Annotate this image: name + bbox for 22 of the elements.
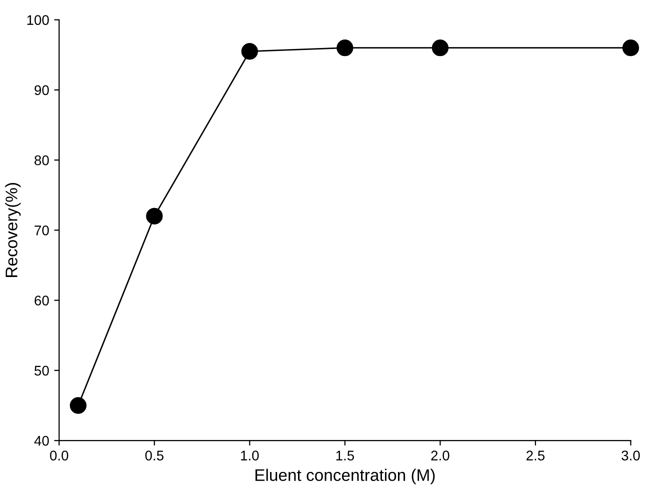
x-tick-label: 0.0 [50,450,68,460]
y-tick-label: 100 [27,15,49,25]
point [146,208,163,224]
x-tick-label: 1.5 [336,450,354,460]
x-tick-label: 0.5 [145,450,164,460]
y-tick-label: 60 [34,296,49,306]
point [622,40,640,56]
x-axis-title: Eluent concentration (M) [256,468,435,484]
y-tick-label: 70 [34,226,49,236]
y-axis-title: Recovery(%) [5,183,21,277]
x-tick-label: 3.0 [622,450,640,460]
point [241,43,258,60]
y-tick-label: 90 [34,85,49,96]
point [336,40,354,56]
x-tick-label: 2.5 [526,450,545,460]
x-tick-label: 1.0 [241,450,259,460]
y-tick-label: 80 [34,155,49,166]
y-tick-label: 50 [34,366,49,376]
x-tick-label: 2.0 [431,450,450,460]
point [432,40,449,56]
y-tick-label: 40 [34,436,49,446]
point [70,397,87,414]
